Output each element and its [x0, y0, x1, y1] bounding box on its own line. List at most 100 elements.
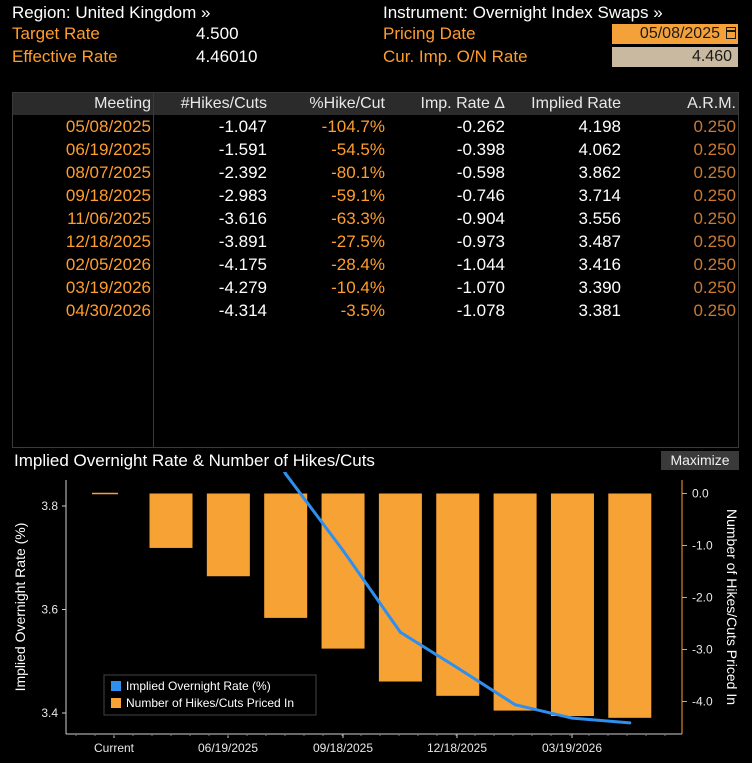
col-imp-rate-delta[interactable]: Imp. Rate Δ	[420, 95, 506, 112]
chart-legend	[103, 674, 317, 716]
right-tick-label: -1.0	[692, 539, 713, 553]
imp-rate-delta-value: -0.262	[456, 117, 505, 136]
meeting-date: 12/18/2025	[65, 232, 151, 251]
table-row[interactable]: 04/30/2026 -4.314 -3.5% -1.078 3.381 0.250	[13, 299, 738, 322]
hikes-cuts-bar[interactable]	[378, 493, 422, 682]
implied-rate-value: 3.487	[578, 232, 621, 251]
hikes-cuts-value: -3.891	[218, 232, 267, 251]
hikes-cuts-value: -3.616	[218, 209, 267, 228]
effective-rate-value: 4.46010	[196, 47, 258, 66]
implied-rate-value: 3.390	[578, 278, 621, 297]
meeting-date: 05/08/2025	[65, 117, 151, 136]
rate-chart: 4.44.24.03.83.63.40.0-1.0-2.0-3.0-4.0Imp…	[12, 472, 740, 755]
table-row[interactable]: 06/19/2025 -1.591 -54.5% -0.398 4.062 0.250	[13, 138, 738, 161]
table-row[interactable]: 03/19/2026 -4.279 -10.4% -1.070 3.390 0.250	[13, 276, 738, 299]
hikes-cuts-bar[interactable]	[206, 493, 250, 577]
meeting-date: 08/07/2025	[65, 163, 151, 182]
table-row[interactable]: 12/18/2025 -3.891 -27.5% -0.973 3.487 0.250	[13, 230, 738, 253]
x-tick-label: Current	[94, 741, 135, 755]
instrument-selector[interactable]: Instrument: Overnight Index Swaps »	[383, 3, 663, 22]
imp-rate-delta-value: -1.070	[456, 278, 505, 297]
left-tick-label: 3.4	[41, 706, 58, 720]
col-meeting[interactable]: Meeting	[94, 95, 151, 112]
meeting-date: 03/19/2026	[65, 278, 151, 297]
table-row[interactable]: 09/18/2025 -2.983 -59.1% -0.746 3.714 0.250	[13, 184, 738, 207]
arm-value: 0.250	[693, 163, 736, 182]
legend-swatch-bar	[111, 698, 121, 708]
legend-swatch-line	[111, 681, 121, 691]
left-tick-label: 3.6	[41, 603, 58, 617]
pct-hike-cut-value: -104.7%	[321, 117, 385, 136]
calendar-icon[interactable]	[726, 27, 736, 39]
table-row[interactable]: 08/07/2025 -2.392 -80.1% -0.598 3.862 0.250	[13, 161, 738, 184]
table-row[interactable]: 02/05/2026 -4.175 -28.4% -1.044 3.416 0.250	[13, 253, 738, 276]
imp-rate-delta-value: -1.044	[456, 255, 505, 274]
right-tick-label: 0.0	[692, 487, 709, 501]
pricing-date-input[interactable]: 05/08/2025	[612, 24, 738, 44]
hikes-cuts-bar[interactable]	[149, 493, 193, 548]
col-pct-hike-cut[interactable]: %Hike/Cut	[309, 95, 385, 112]
right-tick-label: -2.0	[692, 591, 713, 605]
right-tick-label: -3.0	[692, 643, 713, 657]
hikes-cuts-value: -4.175	[218, 255, 267, 274]
arm-value: 0.250	[693, 278, 736, 297]
hikes-cuts-value: -2.392	[218, 163, 267, 182]
pct-hike-cut-value: -3.5%	[340, 301, 385, 320]
pct-hike-cut-value: -28.4%	[331, 255, 385, 274]
imp-rate-delta-value: -0.746	[456, 186, 505, 205]
pct-hike-cut-value: -63.3%	[331, 209, 385, 228]
implied-rate-value: 3.556	[578, 209, 621, 228]
meeting-date: 02/05/2026	[65, 255, 151, 274]
arm-value: 0.250	[693, 301, 736, 320]
hikes-cuts-value: -1.047	[218, 117, 267, 136]
pct-hike-cut-value: -80.1%	[331, 163, 385, 182]
hikes-cuts-bar[interactable]	[550, 493, 594, 717]
maximize-button[interactable]: Maximize	[661, 451, 739, 470]
implied-rate-point	[398, 630, 402, 634]
effective-rate-label: Effective Rate	[12, 47, 118, 66]
meeting-date: 09/18/2025	[65, 186, 151, 205]
pct-hike-cut-value: -27.5%	[331, 232, 385, 251]
chart-title: Implied Overnight Rate & Number of Hikes…	[14, 451, 375, 470]
x-tick-label: 03/19/2026	[542, 741, 602, 755]
region-selector[interactable]: Region: United Kingdom »	[12, 3, 211, 22]
arm-value: 0.250	[693, 117, 736, 136]
col-arm[interactable]: A.R.M.	[687, 95, 736, 112]
hikes-cuts-bar[interactable]	[264, 493, 308, 618]
imp-rate-delta-value: -0.904	[456, 209, 505, 228]
implied-rate-point	[628, 721, 632, 725]
cur-imp-rate-label: Cur. Imp. O/N Rate	[383, 47, 528, 66]
hikes-cuts-bar[interactable]	[493, 493, 537, 711]
right-axis-title: Number of Hikes/Cuts Priced In	[724, 509, 740, 705]
pricing-date-label: Pricing Date	[383, 24, 476, 43]
table-row[interactable]: 11/06/2025 -3.616 -63.3% -0.904 3.556 0.250	[13, 207, 738, 230]
legend-label-bar: Number of Hikes/Cuts Priced In	[126, 696, 294, 710]
arm-value: 0.250	[693, 140, 736, 159]
imp-rate-delta-value: -0.973	[456, 232, 505, 251]
table-row[interactable]: 05/08/2025 -1.047 -104.7% -0.262 4.198 0.250	[13, 115, 738, 138]
cur-imp-rate-field: 4.460	[612, 47, 738, 67]
hikes-cuts-value: -1.591	[218, 140, 267, 159]
left-axis-title: Implied Overnight Rate (%)	[12, 523, 28, 692]
hikes-cuts-bar[interactable]	[608, 493, 652, 718]
x-tick-label: 09/18/2025	[313, 741, 373, 755]
hikes-cuts-bar[interactable]	[436, 493, 480, 696]
implied-rate-value: 3.862	[578, 163, 621, 182]
meetings-table: Meeting #Hikes/Cuts %Hike/Cut Imp. Rate …	[12, 92, 739, 448]
implied-rate-value: 3.714	[578, 186, 621, 205]
hikes-cuts-value: -4.279	[218, 278, 267, 297]
pct-hike-cut-value: -59.1%	[331, 186, 385, 205]
pricing-date-value: 05/08/2025	[639, 25, 720, 42]
implied-rate-point	[513, 703, 517, 707]
imp-rate-delta-value: -0.598	[456, 163, 505, 182]
implied-rate-point	[284, 472, 288, 476]
x-tick-label: 06/19/2025	[198, 741, 258, 755]
hikes-cuts-value: -4.314	[218, 301, 267, 320]
implied-rate-point	[456, 666, 460, 670]
right-tick-label: -4.0	[692, 695, 713, 709]
col-hikes-cuts[interactable]: #Hikes/Cuts	[180, 95, 267, 112]
implied-rate-point	[341, 549, 345, 553]
pct-hike-cut-value: -54.5%	[331, 140, 385, 159]
col-implied-rate[interactable]: Implied Rate	[531, 95, 621, 112]
implied-rate-value: 3.416	[578, 255, 621, 274]
